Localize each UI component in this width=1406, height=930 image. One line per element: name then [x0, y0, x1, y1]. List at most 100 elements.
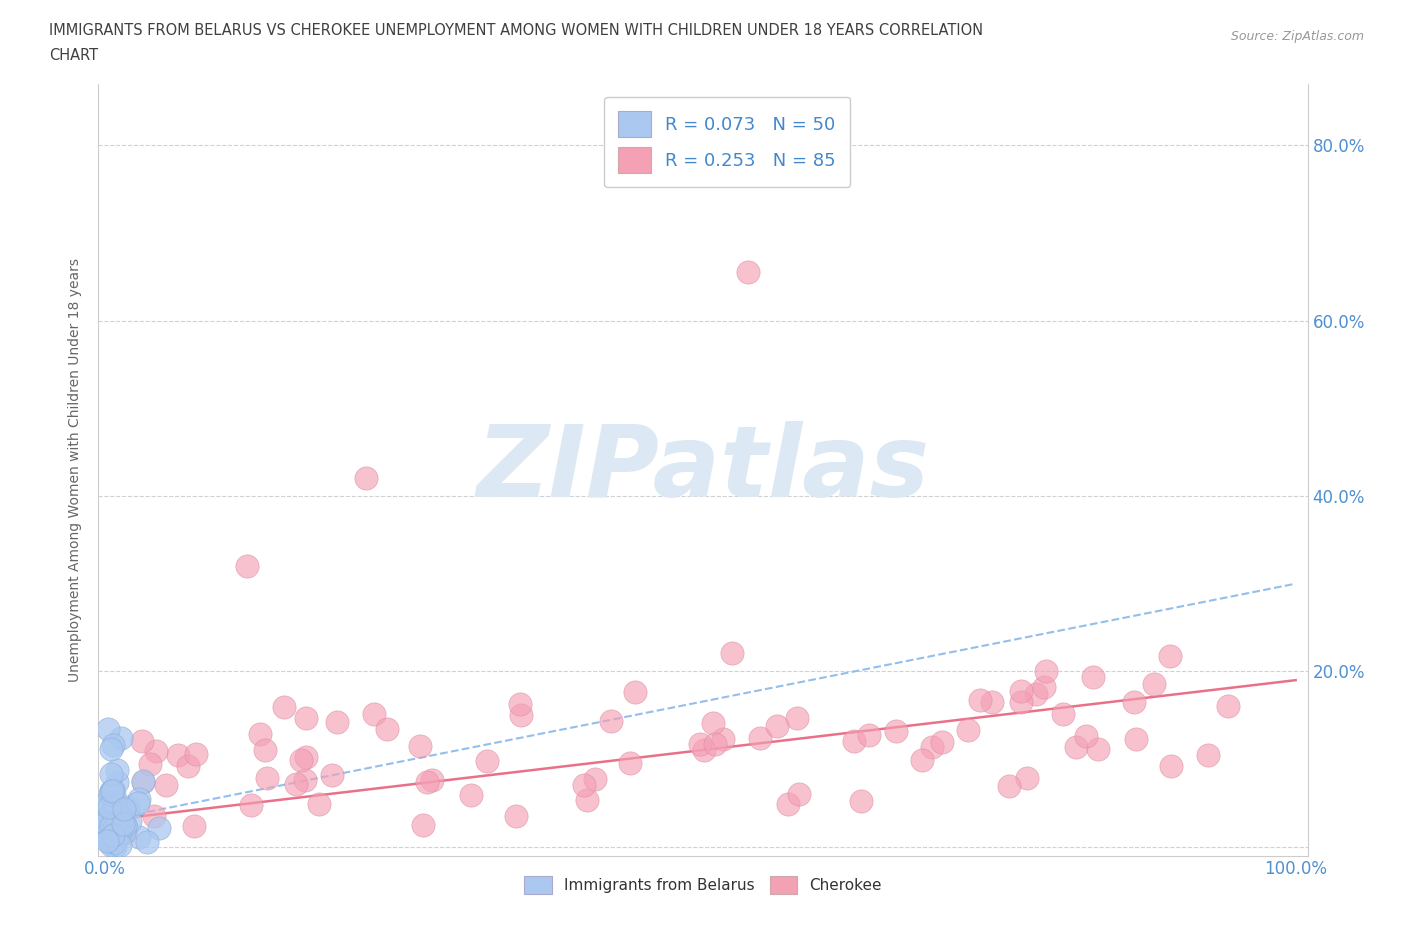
Point [117, 799, 139, 814]
Point [107, 775, 129, 790]
Point [167, 747, 190, 762]
Point [103, 827, 125, 842]
Point [420, 773, 443, 788]
Point [256, 771, 278, 786]
Point [321, 768, 343, 783]
Point [412, 818, 434, 833]
Point [295, 711, 318, 725]
Point [509, 697, 531, 711]
Point [101, 737, 124, 752]
Point [94, 827, 117, 842]
Point [98, 800, 121, 815]
Point [249, 727, 271, 742]
Point [1052, 707, 1074, 722]
Point [693, 742, 716, 757]
Legend: Immigrants from Belarus, Cherokee: Immigrants from Belarus, Cherokee [516, 868, 890, 902]
Text: Source: ZipAtlas.com: Source: ZipAtlas.com [1230, 30, 1364, 43]
Point [132, 775, 155, 790]
Point [711, 732, 734, 747]
Point [477, 753, 499, 768]
Point [139, 757, 162, 772]
Point [702, 716, 724, 731]
Point [112, 825, 135, 840]
Point [105, 763, 128, 777]
Point [97, 722, 120, 737]
Point [100, 818, 122, 833]
Point [956, 723, 979, 737]
Point [1064, 739, 1087, 754]
Point [1160, 758, 1182, 773]
Text: ZIPatlas: ZIPatlas [477, 421, 929, 518]
Point [356, 471, 378, 485]
Point [1035, 663, 1057, 678]
Point [103, 798, 125, 813]
Point [766, 719, 789, 734]
Point [103, 820, 125, 835]
Point [1033, 680, 1056, 695]
Point [1076, 728, 1098, 743]
Point [103, 787, 125, 802]
Point [98, 808, 121, 823]
Point [969, 693, 991, 708]
Point [155, 777, 177, 792]
Point [886, 724, 908, 738]
Point [128, 830, 150, 844]
Point [94, 820, 117, 835]
Point [127, 795, 149, 810]
Point [104, 839, 127, 854]
Point [97, 814, 120, 829]
Point [183, 818, 205, 833]
Point [176, 758, 198, 773]
Point [108, 838, 131, 853]
Point [103, 836, 125, 851]
Point [308, 796, 330, 811]
Point [375, 722, 398, 737]
Point [100, 741, 122, 756]
Point [1123, 695, 1146, 710]
Point [574, 777, 596, 792]
Point [619, 755, 641, 770]
Point [273, 699, 295, 714]
Point [290, 752, 312, 767]
Point [94, 796, 117, 811]
Text: CHART: CHART [49, 48, 98, 63]
Point [721, 645, 744, 660]
Point [101, 804, 124, 819]
Point [111, 814, 134, 829]
Point [1083, 670, 1105, 684]
Point [776, 797, 799, 812]
Point [849, 794, 872, 809]
Point [787, 787, 810, 802]
Point [510, 708, 533, 723]
Point [96, 834, 118, 849]
Point [115, 820, 138, 835]
Point [624, 684, 647, 699]
Point [460, 788, 482, 803]
Point [737, 265, 759, 280]
Point [858, 727, 880, 742]
Point [575, 793, 598, 808]
Point [98, 787, 121, 802]
Point [97, 833, 120, 848]
Point [108, 826, 131, 841]
Point [1216, 698, 1239, 713]
Point [236, 559, 259, 574]
Point [844, 733, 866, 748]
Point [921, 739, 943, 754]
Y-axis label: Unemployment Among Women with Children Under 18 years: Unemployment Among Women with Children U… [69, 258, 83, 682]
Point [114, 826, 136, 841]
Point [148, 820, 170, 835]
Point [326, 715, 349, 730]
Point [786, 711, 808, 725]
Point [94, 817, 117, 831]
Point [294, 750, 316, 764]
Point [1143, 677, 1166, 692]
Point [117, 803, 139, 817]
Point [100, 784, 122, 799]
Point [97, 827, 120, 842]
Point [749, 731, 772, 746]
Point [112, 802, 135, 817]
Point [111, 817, 134, 831]
Point [101, 783, 124, 798]
Point [981, 695, 1004, 710]
